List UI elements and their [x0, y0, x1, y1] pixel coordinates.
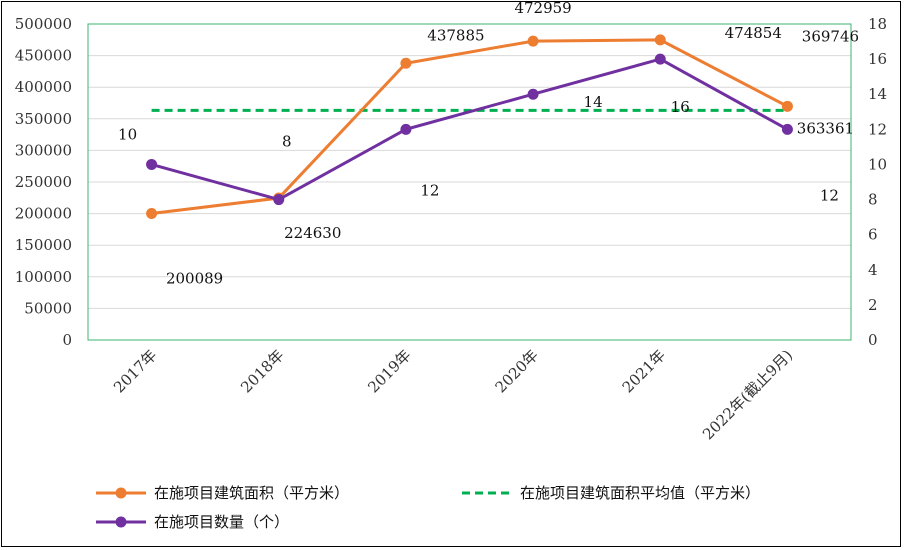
- count-data-label: 10: [118, 125, 137, 143]
- y-left-tick-label: 0: [62, 331, 72, 349]
- legend-label: 在施项目建筑面积（平方米）: [154, 484, 349, 502]
- gridlines: [88, 23, 851, 309]
- y-left-tick-label: 250000: [15, 173, 72, 191]
- data-labels: 200089 224630 437885 472959 474854 369746 10 8 1…: [118, 0, 859, 288]
- area-data-label: 474854: [725, 24, 782, 42]
- area-data-label: 369746: [802, 27, 859, 45]
- area-data-label: 200089: [166, 270, 223, 288]
- legend-item: 在施项目数量（个）: [96, 513, 289, 531]
- count-data-label: 14: [584, 93, 603, 111]
- legend-marker: [115, 516, 127, 528]
- y-right-tick-label: 10: [868, 155, 887, 173]
- count-data-label: 12: [420, 181, 439, 199]
- y-right-tick-label: 2: [868, 296, 878, 314]
- y-left-tick-label: 200000: [15, 205, 72, 223]
- y-left-tick-label: 400000: [15, 78, 72, 96]
- y-left-tick-label: 150000: [15, 236, 72, 254]
- count-point: [527, 88, 539, 100]
- y-left-tick-label: 300000: [15, 141, 72, 159]
- y-right-tick-label: 6: [868, 226, 878, 244]
- count-point: [146, 158, 158, 170]
- legend-label: 在施项目数量（个）: [154, 513, 289, 531]
- y-right-tick-label: 16: [868, 50, 887, 68]
- count-data-label: 12: [820, 186, 839, 204]
- y-left-tick-label: 50000: [24, 299, 72, 317]
- y-left-tick-label: 350000: [15, 110, 72, 128]
- x-tick-label: 2018年: [237, 346, 287, 396]
- legend: 在施项目建筑面积（平方米） 在施项目建筑面积平均值（平方米） 在施项目数量（个）: [96, 484, 760, 531]
- y-right-tick-label: 18: [868, 15, 887, 33]
- x-tick-label: 2019年: [364, 346, 414, 396]
- x-tick-label: 2017年: [110, 346, 160, 396]
- legend-marker: [115, 487, 127, 499]
- count-point: [781, 123, 793, 135]
- area-data-label: 437885: [427, 26, 484, 44]
- area-point: [654, 34, 666, 46]
- legend-item: 在施项目建筑面积（平方米）: [96, 484, 349, 502]
- count-series-line: [151, 57, 789, 202]
- area-data-label: 224630: [284, 224, 341, 242]
- y-right-tick-label: 8: [868, 191, 878, 209]
- count-data-label: 16: [671, 98, 690, 116]
- y-left-tick-label: 100000: [15, 268, 72, 286]
- left-axis-ticks: 0 50000 100000 150000 200000 250000 300000 3500…: [15, 15, 72, 349]
- y-left-tick-label: 450000: [15, 47, 72, 65]
- area-point: [400, 57, 412, 69]
- count-data-label: 8: [282, 133, 292, 151]
- area-data-label: 472959: [514, 0, 571, 17]
- count-point: [273, 194, 285, 206]
- y-left-tick-label: 500000: [15, 15, 72, 33]
- area-series-line: [151, 38, 789, 216]
- area-point: [527, 35, 539, 47]
- y-right-tick-label: 0: [868, 331, 878, 349]
- legend-item: 在施项目建筑面积平均值（平方米）: [462, 484, 760, 502]
- y-right-tick-label: 14: [868, 85, 887, 103]
- area-point: [146, 208, 158, 220]
- x-tick-label: 2022年(截止9月): [699, 346, 796, 443]
- x-axis-ticks: 2017年 2018年 2019年 2020年 2021年 2022年(截止9月): [110, 346, 796, 443]
- average-data-label: 363361: [797, 119, 854, 137]
- plot-area: [87, 23, 852, 341]
- x-tick-label: 2021年: [619, 346, 669, 396]
- y-right-tick-label: 4: [868, 261, 878, 279]
- y-right-tick-label: 12: [868, 120, 887, 138]
- x-tick-label: 2020年: [492, 346, 542, 396]
- series-lines: [146, 34, 793, 220]
- legend-label: 在施项目建筑面积平均值（平方米）: [520, 484, 760, 502]
- right-axis-ticks: 0 2 4 6 8 10 12 14 16 18: [868, 15, 887, 349]
- area-point: [781, 100, 793, 112]
- count-point: [400, 123, 412, 135]
- count-point: [654, 53, 666, 65]
